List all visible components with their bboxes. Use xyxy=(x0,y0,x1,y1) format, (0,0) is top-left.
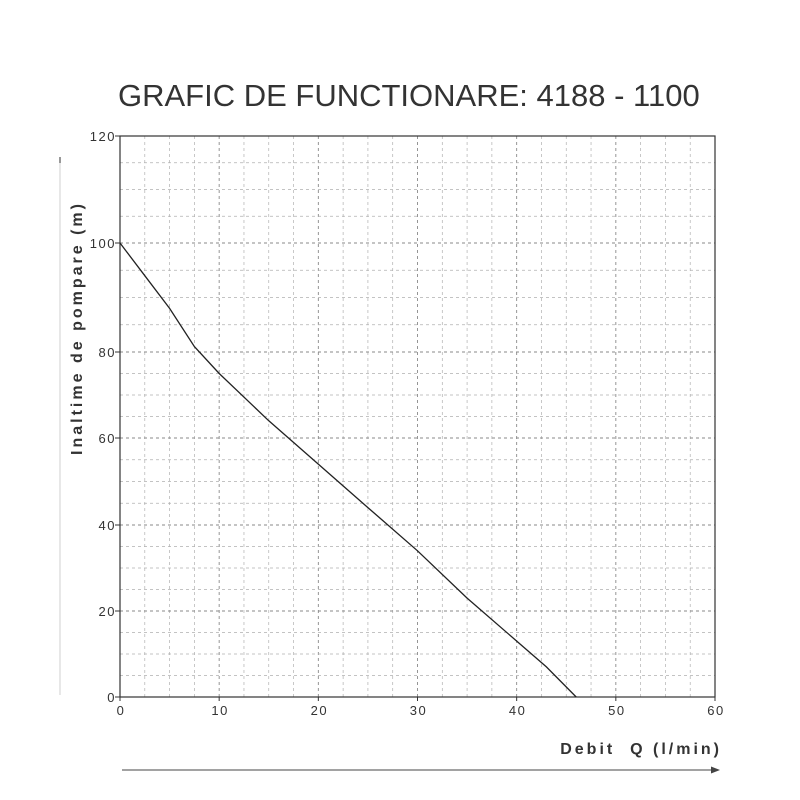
x-tick-label: 20 xyxy=(311,703,328,718)
x-tick-label: 40 xyxy=(509,703,526,718)
chart-title: GRAFIC DE FUNCTIONARE: 4188 - 1100 xyxy=(118,78,700,113)
x-axis-label: Debit Q (l/min) xyxy=(560,741,722,758)
x-tick-label: 0 xyxy=(117,703,126,718)
y-tick-label: 40 xyxy=(99,518,116,533)
x-tick-label: 60 xyxy=(707,703,724,718)
x-tick-label: 10 xyxy=(211,703,228,718)
grid xyxy=(120,136,715,697)
x-axis-arrowhead-icon xyxy=(711,766,720,774)
y-axis-label: Inaltime de pompare (m) xyxy=(69,201,86,455)
y-tick-label: 20 xyxy=(99,604,116,619)
y-tick-label: 80 xyxy=(99,345,116,360)
series-line xyxy=(119,242,577,698)
x-tick-label: 50 xyxy=(608,703,625,718)
y-tick-label: 120 xyxy=(90,129,116,144)
axis-ticks: 0 20 40 60 80 100 120 0 10 20 30 40 50 60 xyxy=(90,129,724,718)
y-tick-label: 0 xyxy=(107,690,116,705)
y-tick-label: 60 xyxy=(99,431,116,446)
y-tick-label: 100 xyxy=(90,236,116,251)
x-tick-label: 30 xyxy=(410,703,427,718)
